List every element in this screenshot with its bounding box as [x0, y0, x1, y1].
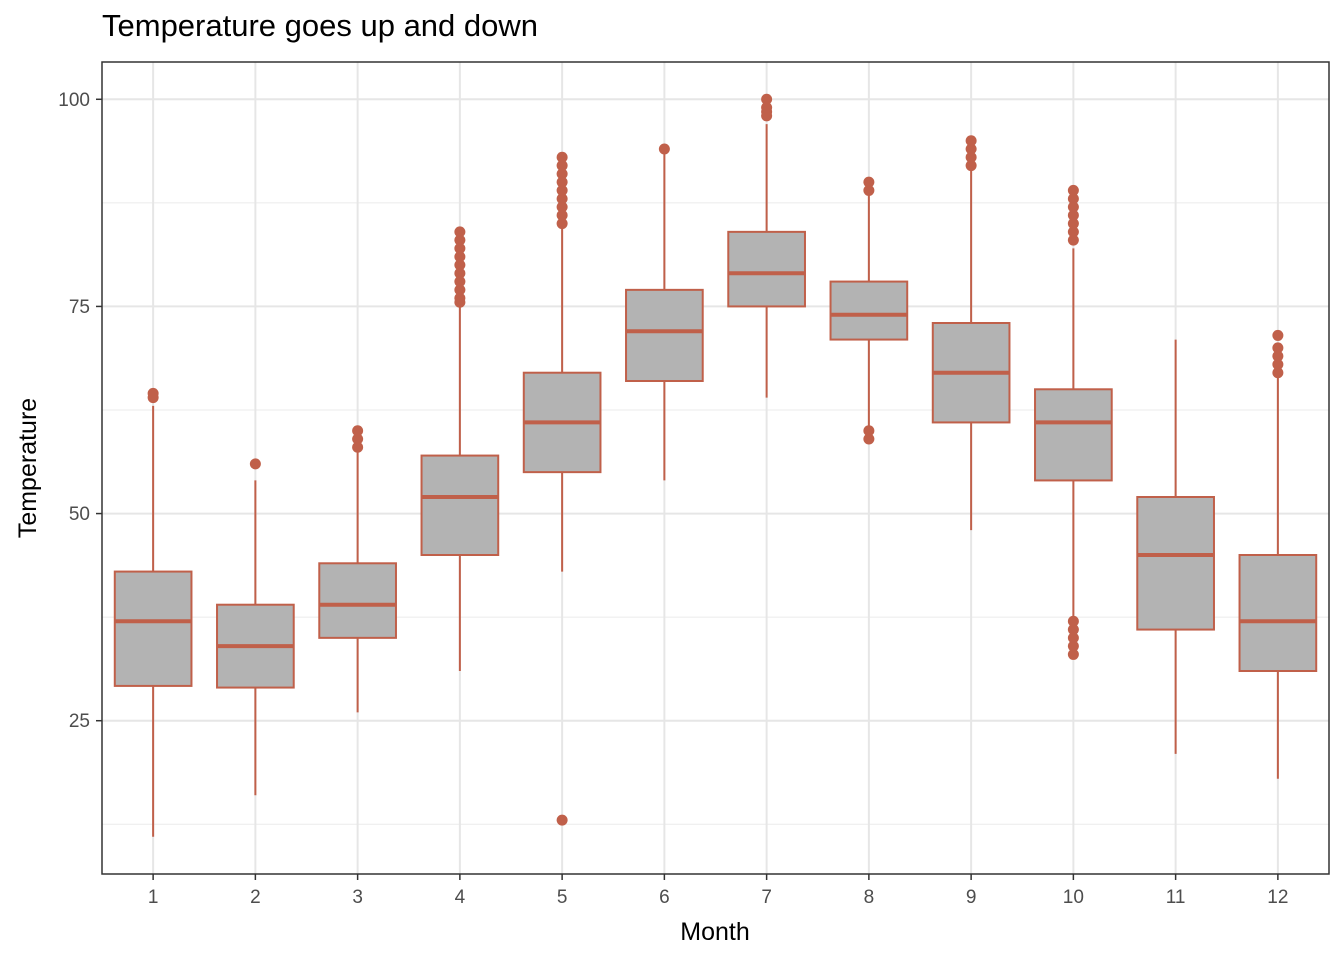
outlier-point [1067, 201, 1079, 213]
box-iqr [727, 230, 806, 308]
outlier-point [454, 284, 466, 296]
x-tick-label: 2 [250, 887, 261, 908]
outlier-point [965, 135, 977, 147]
y-tick-label: 50 [69, 504, 90, 525]
box-iqr [1136, 496, 1215, 631]
outlier-point [863, 184, 875, 196]
outlier-point [1272, 350, 1284, 362]
outlier-point [556, 184, 568, 196]
outlier-point [863, 425, 875, 437]
outlier-point [1067, 234, 1079, 246]
box-iqr [625, 288, 704, 383]
outlier-point [454, 259, 466, 271]
outlier-point [249, 458, 261, 470]
outlier-point [454, 292, 466, 304]
box-iqr [113, 570, 193, 687]
outlier-point [454, 226, 466, 238]
outlier-point [1067, 640, 1079, 652]
outlier-point [352, 441, 364, 453]
box-iqr [420, 454, 500, 557]
x-tick-label: 8 [864, 887, 875, 908]
outlier-point [454, 276, 466, 288]
outlier-point [658, 143, 670, 155]
outlier-point [454, 242, 466, 254]
outlier-point [1272, 358, 1284, 370]
box-5 [522, 151, 602, 826]
box-11 [1136, 339, 1215, 754]
x-tick-label: 5 [557, 887, 568, 908]
outlier-point [352, 433, 364, 445]
x-tick-label: 9 [966, 887, 977, 908]
outlier-point [1067, 218, 1079, 230]
x-axis-title: Month [680, 918, 749, 946]
outlier-point [1067, 632, 1079, 644]
outlier-point [1067, 209, 1079, 221]
outlier-point [1067, 648, 1079, 660]
box-1 [113, 387, 193, 837]
y-tick-label: 75 [69, 297, 90, 318]
outlier-point [1272, 329, 1284, 341]
outlier-point [352, 425, 364, 437]
chart-title: Temperature goes up and down [102, 8, 539, 43]
outlier-point [556, 218, 568, 230]
outlier-point [556, 176, 568, 188]
outlier-point [761, 93, 773, 105]
box-7 [727, 93, 806, 398]
box-iqr [829, 280, 909, 341]
plot-panel [102, 62, 1329, 874]
y-tick-label: 25 [69, 711, 90, 732]
panel-border [101, 61, 1330, 875]
y-tick-label: 100 [58, 90, 90, 111]
box-10 [1034, 184, 1113, 660]
y-axis-title: Temperature [14, 398, 42, 538]
outlier-point [454, 234, 466, 246]
outlier-point [965, 143, 977, 155]
box-4 [420, 226, 500, 671]
outlier-point [454, 251, 466, 263]
x-tick-label: 11 [1166, 887, 1186, 908]
outlier-point [1272, 342, 1284, 354]
outlier-point [965, 151, 977, 163]
x-tick-label: 1 [148, 887, 159, 908]
outlier-point [556, 814, 568, 826]
outlier-point [147, 387, 159, 399]
box-8 [829, 176, 909, 445]
box-12 [1238, 329, 1318, 779]
outlier-point [556, 193, 568, 205]
outlier-point [556, 209, 568, 221]
outlier-point [1272, 367, 1284, 379]
outlier-point [1067, 184, 1079, 196]
x-tick-label: 12 [1267, 887, 1288, 908]
box-iqr [1238, 554, 1318, 672]
box-3 [318, 425, 397, 713]
outlier-point [1067, 193, 1079, 205]
outlier-point [556, 168, 568, 180]
x-tick-label: 7 [761, 887, 772, 908]
outlier-point [1067, 624, 1079, 636]
box-2 [216, 458, 295, 796]
outlier-point [1067, 615, 1079, 627]
outlier-point [761, 102, 773, 114]
outlier-point [863, 176, 875, 188]
box-iqr [318, 562, 397, 639]
x-tick-label: 10 [1063, 887, 1084, 908]
outlier-point [1067, 226, 1079, 238]
x-tick-label: 4 [455, 887, 466, 908]
box-9 [931, 135, 1011, 531]
x-tick-label: 6 [659, 887, 670, 908]
outlier-point [556, 201, 568, 213]
outlier-point [556, 160, 568, 172]
outlier-point [454, 267, 466, 279]
outlier-point [556, 151, 568, 163]
outlier-point [863, 433, 875, 445]
box-6 [625, 143, 704, 481]
outlier-point [965, 160, 977, 172]
box-iqr [1034, 388, 1113, 482]
x-tick-label: 3 [352, 887, 363, 908]
